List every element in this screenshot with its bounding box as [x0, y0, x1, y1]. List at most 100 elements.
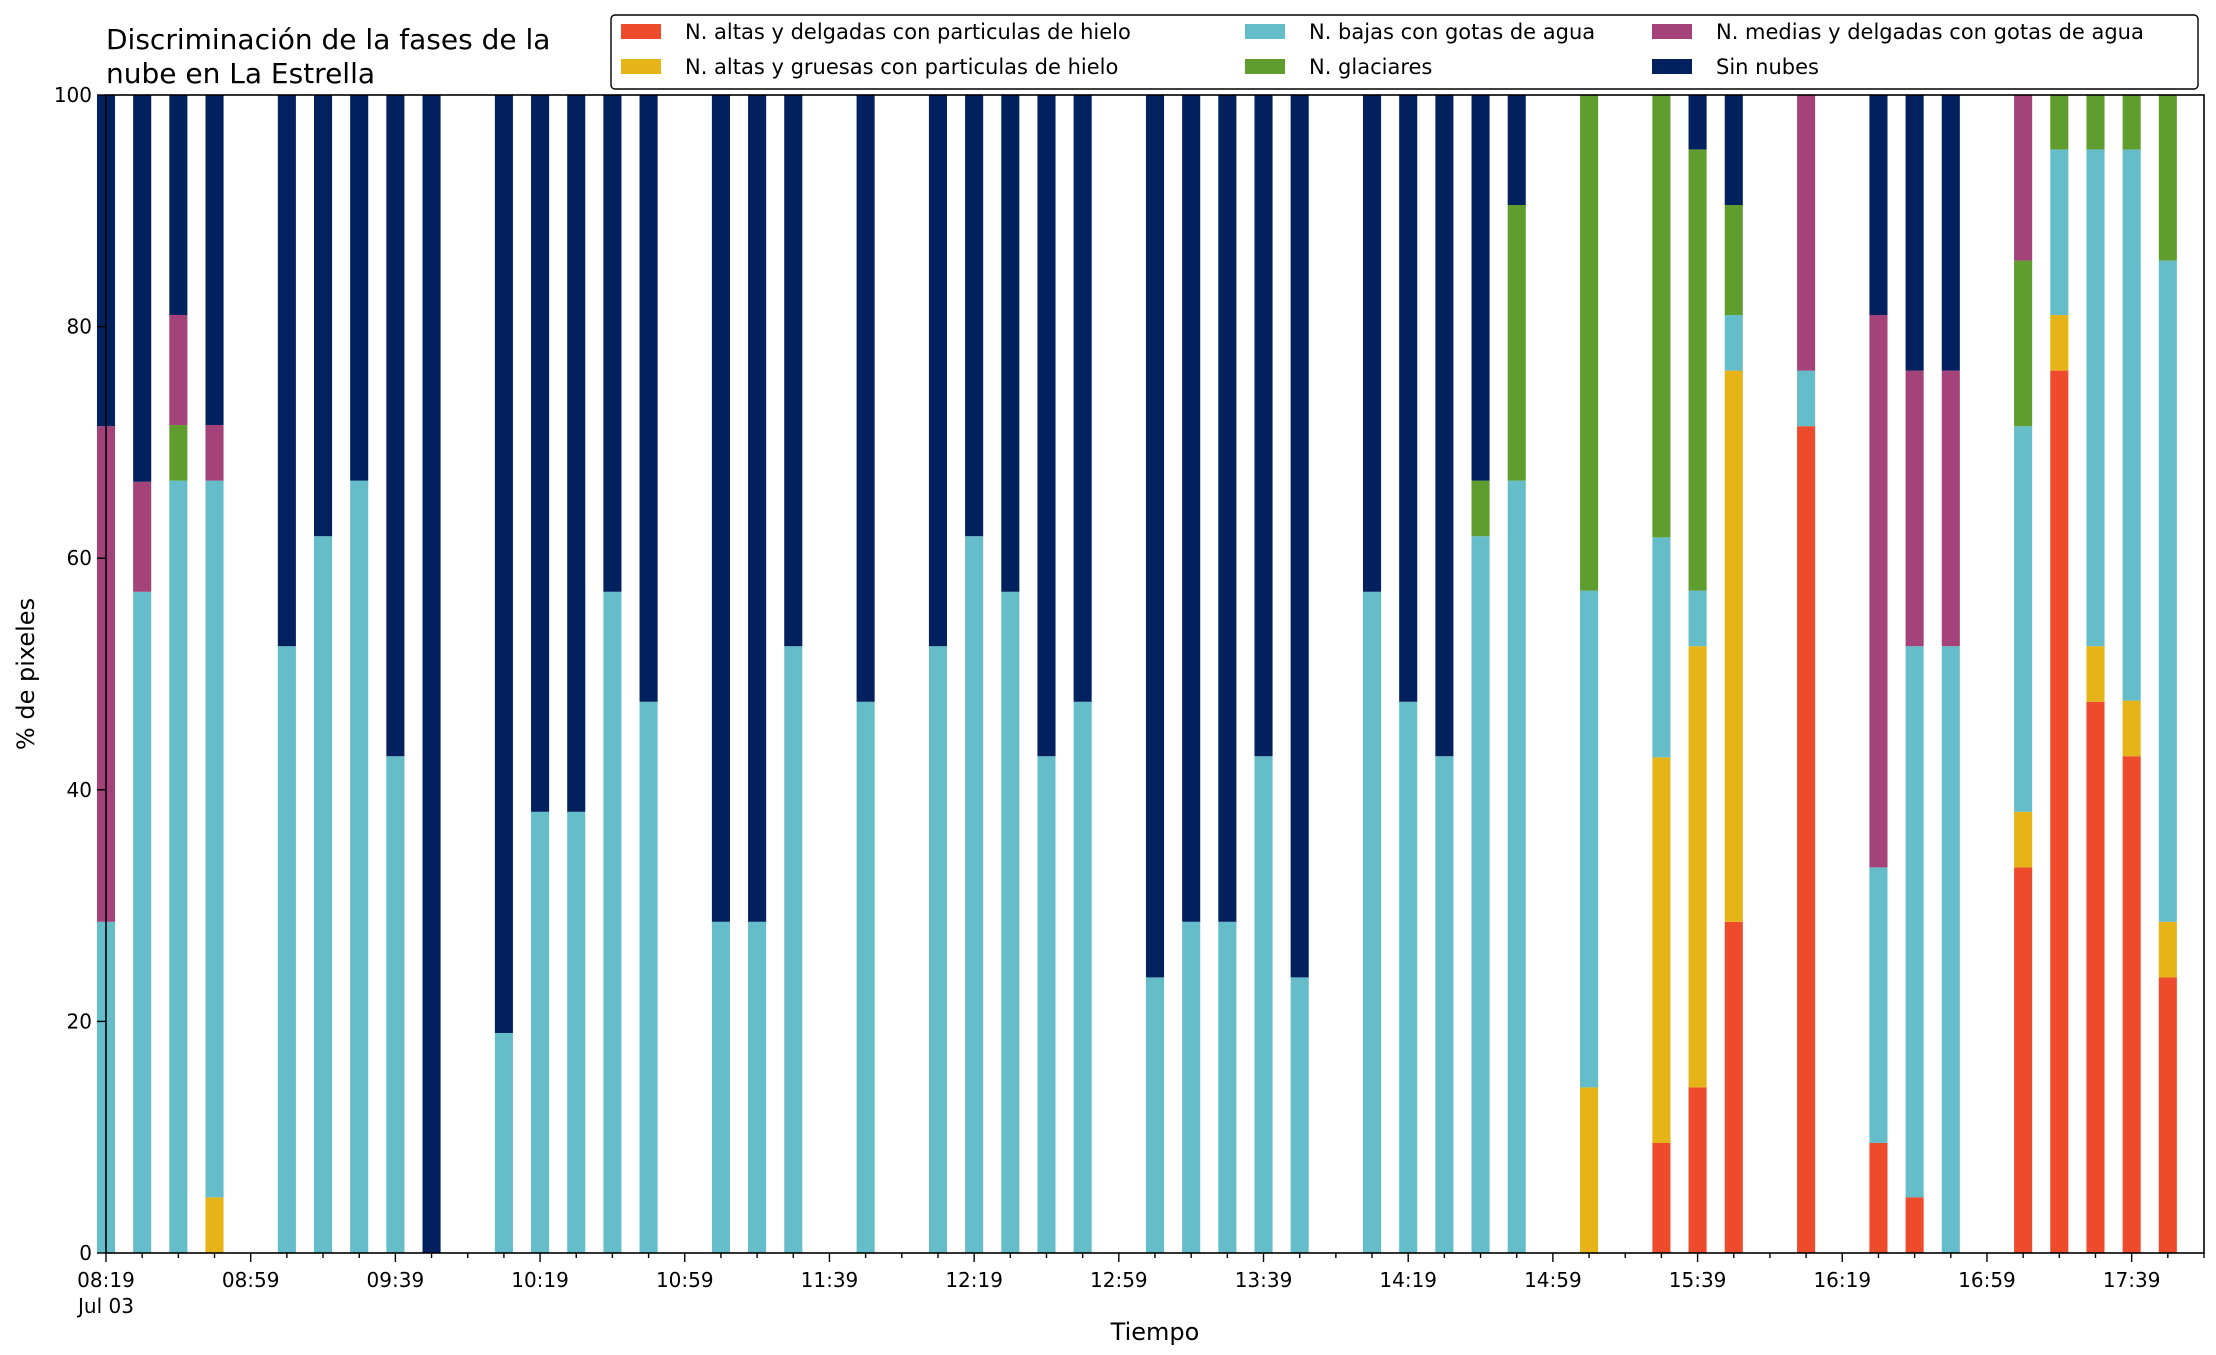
- bar-segment-f-1229: [1001, 95, 1020, 592]
- x-tick-label-1659: 16:59: [1958, 1268, 2016, 1292]
- bar-segment-c-1119: [748, 921, 767, 1253]
- x-axis-label: Tiempo: [1110, 1318, 1200, 1346]
- bar-segment-d-1539: [1688, 149, 1707, 591]
- bar-segment-a-1709: [2014, 867, 2033, 1253]
- bar-segment-c-1639: [1905, 646, 1924, 1198]
- bar-segment-f-0939: [386, 95, 405, 757]
- bar-segment-a-1629: [1869, 1142, 1888, 1253]
- legend-swatch-d: [1245, 59, 1285, 74]
- bar-segment-c-1729: [2086, 149, 2105, 647]
- bar-segment-f-1629: [1869, 95, 1888, 316]
- bar-segment-f-1219: [965, 95, 984, 537]
- bar-segment-c-1649: [1941, 646, 1960, 1253]
- bar-segment-b-1719: [2050, 315, 2069, 371]
- bar-segment-e-1649: [1941, 370, 1960, 647]
- legend-label-c: N. bajas con gotas de agua: [1309, 20, 1595, 44]
- x-tick-label-1339: 13:39: [1235, 1268, 1293, 1292]
- legend-swatch-f: [1652, 59, 1692, 74]
- bar-segment-c-0829: [133, 591, 152, 1253]
- x-tick-label-1459: 14:59: [1524, 1268, 1582, 1292]
- bar-segment-f-1149: [856, 95, 875, 702]
- bar-segment-e-1639: [1905, 370, 1924, 647]
- legend: N. altas y delgadas con particulas de hi…: [610, 14, 2199, 90]
- bar-segment-f-1249: [1073, 95, 1092, 702]
- bar-segment-d-1709: [2014, 260, 2033, 427]
- y-tick-label-40: 40: [67, 778, 92, 802]
- bar-segment-f-1009: [494, 95, 513, 1033]
- bar-segment-c-1049: [639, 701, 658, 1253]
- bar-segment-e-1629: [1869, 315, 1888, 868]
- y-tick-label-80: 80: [67, 315, 92, 339]
- bar-segment-a-1539: [1688, 1087, 1707, 1253]
- x-tick-label-1539: 15:39: [1669, 1268, 1727, 1292]
- bar-segment-c-1409: [1362, 591, 1382, 1253]
- bar-segment-f-1539: [1688, 95, 1707, 150]
- bar-segment-c-1609: [1797, 370, 1816, 427]
- bar-segment-f-1429: [1435, 95, 1454, 757]
- bar-segment-f-1339: [1254, 95, 1273, 757]
- bar-segment-f-1049: [639, 95, 658, 702]
- y-axis-label: % de pixeles: [12, 598, 40, 750]
- bar-segment-a-1739: [2122, 756, 2141, 1253]
- bar-segment-a-1529: [1652, 1142, 1671, 1253]
- legend-swatch-e: [1652, 24, 1692, 39]
- x-tick-label-1139: 11:39: [801, 1268, 859, 1292]
- bar-segment-f-1449: [1507, 95, 1526, 206]
- bar-segment-d-1439: [1471, 480, 1490, 537]
- bar-segment-c-1349: [1290, 977, 1309, 1253]
- bar-segment-a-1639: [1905, 1197, 1924, 1253]
- bar-segment-e-0829: [133, 481, 152, 592]
- bar-segment-f-1109: [711, 95, 730, 922]
- bar-segment-d-1729: [2086, 95, 2105, 150]
- bar-segment-f-1319: [1182, 95, 1201, 922]
- bar-segment-f-1549: [1724, 95, 1743, 206]
- bar-segment-b-1709: [2014, 811, 2033, 868]
- bar-segment-f-1329: [1218, 95, 1237, 922]
- x-tick-label-1059: 10:59: [656, 1268, 714, 1292]
- plot-frame: [105, 94, 2205, 1254]
- bar-segment-c-1229: [1001, 591, 1020, 1253]
- bar-segment-c-1009: [494, 1032, 513, 1253]
- bar-segment-b-1739: [2122, 700, 2141, 757]
- x-tick-sublabel-date: Jul 03: [76, 1294, 134, 1318]
- chart-title-line-2: nube en La Estrella: [106, 57, 375, 90]
- bar-segment-e-1709: [2014, 95, 2033, 261]
- y-tick-label-20: 20: [67, 1009, 92, 1033]
- bar-segment-f-0949: [422, 95, 441, 1253]
- x-tick-label-1739: 17:39: [2103, 1268, 2161, 1292]
- bar-segment-c-1319: [1182, 921, 1201, 1253]
- bar-segment-f-0839: [169, 95, 188, 316]
- legend-box: [610, 14, 2199, 90]
- bar-segment-f-1439: [1471, 95, 1490, 481]
- bar-segment-a-1719: [2050, 370, 2069, 1254]
- bar-segment-f-1309: [1145, 95, 1165, 978]
- bar-segment-f-0919: [313, 95, 333, 537]
- bar-segment-c-1719: [2050, 149, 2069, 316]
- bar-segment-a-1609: [1797, 426, 1816, 1253]
- bar-segment-b-1509: [1580, 1087, 1599, 1253]
- legend-swatch-b: [621, 59, 661, 74]
- y-axis-ticks: 0 20 40 60 80 100: [54, 83, 106, 1265]
- bar-segment-c-1109: [711, 921, 730, 1253]
- bar-segment-f-1649: [1941, 95, 1960, 371]
- bar-segment-d-1739: [2122, 95, 2141, 150]
- x-tick-label-1019: 10:19: [511, 1268, 569, 1292]
- bar-segment-c-1219: [965, 536, 984, 1253]
- bar-segment-c-1129: [784, 646, 803, 1253]
- bar-segment-c-0939: [386, 756, 405, 1253]
- bar-segment-c-1339: [1254, 756, 1273, 1253]
- bar-segment-c-1419: [1399, 701, 1418, 1253]
- legend-label-f: Sin nubes: [1716, 55, 1819, 79]
- bar-segment-d-1749: [2158, 95, 2177, 261]
- bar-segment-c-1439: [1471, 536, 1490, 1253]
- bar-segment-d-1529: [1652, 95, 1671, 538]
- bar-segment-f-1209: [928, 95, 948, 647]
- bar-segment-f-0929: [350, 95, 369, 481]
- bar-segment-f-1639: [1905, 95, 1924, 371]
- bar-segment-b-1549: [1724, 370, 1743, 922]
- bar-segment-f-1129: [784, 95, 803, 647]
- bar-segment-b-1729: [2086, 646, 2105, 702]
- y-tick-label-100: 100: [54, 83, 92, 107]
